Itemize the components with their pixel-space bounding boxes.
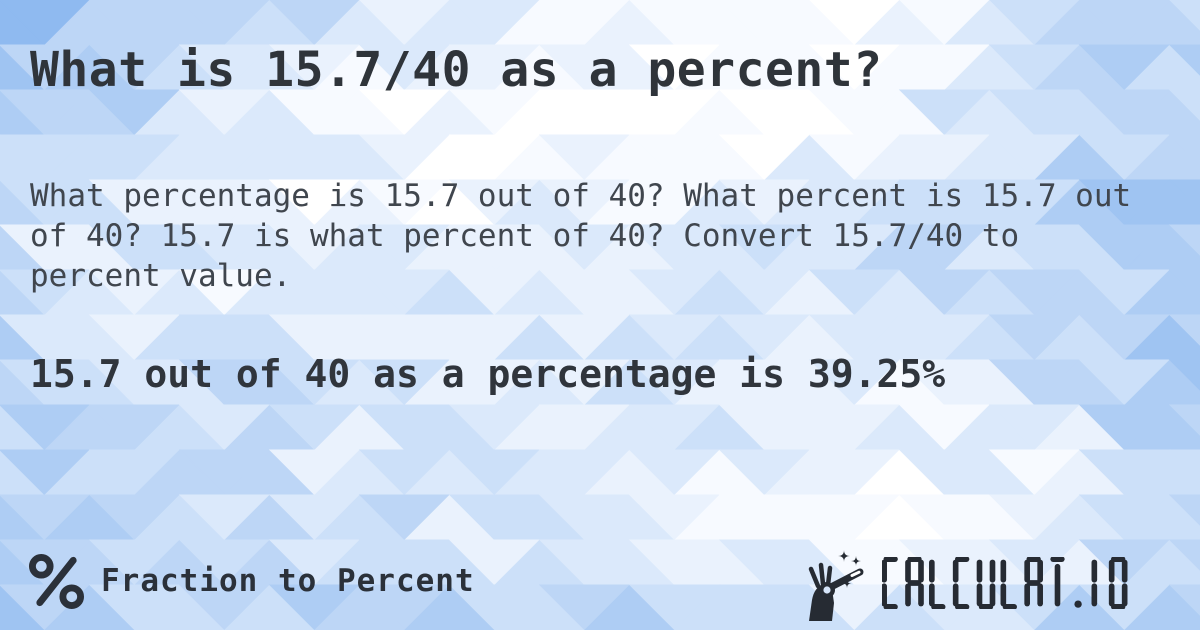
brand-wordmark <box>882 557 1136 609</box>
answer-text: 15.7 out of 40 as a percentage is 39.25% <box>30 352 946 396</box>
description-text: What percentage is 15.7 out of 40? What … <box>30 178 1132 294</box>
page-title: What is 15.7/40 as a percent? <box>30 42 883 98</box>
category-label: Fraction to Percent <box>101 563 475 599</box>
brand-logo <box>796 544 1136 622</box>
percent-icon <box>28 553 85 610</box>
magic-wand-hand-icon <box>796 545 872 621</box>
footer-category: Fraction to Percent <box>28 548 475 614</box>
